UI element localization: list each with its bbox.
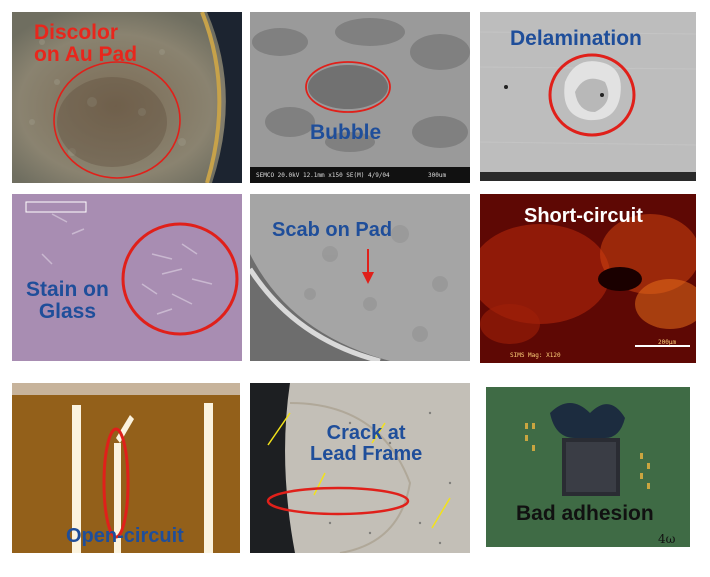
bubble-texture: [250, 12, 470, 183]
scab-label: Scab on Pad: [272, 219, 393, 241]
short-circuit-texture: [480, 194, 696, 363]
open-circuit-texture: [12, 383, 240, 553]
bubble-circle-marker: [305, 61, 391, 113]
discolor-label-line1: Discolor: [34, 21, 119, 44]
stain-label-line1: Stain on: [26, 278, 109, 301]
discolor-texture: [12, 12, 242, 183]
crack-label-line2: Lead Frame: [310, 443, 423, 465]
delamination-circle-marker: [548, 53, 636, 137]
photo-bubble: Bubble SEMCO 20.0kV 12.1mm x150 SE(M) 4/…: [250, 12, 470, 183]
photo-delamination: Delamination: [480, 12, 696, 181]
bubble-label: Bubble: [310, 121, 382, 144]
photo-discolor-au-pad: Discolor on Au Pad: [12, 12, 242, 183]
bad-adhesion-label: Bad adhesion: [516, 502, 654, 525]
crack-label-line1: Crack at: [326, 422, 406, 444]
delamination-label: Delamination: [510, 27, 642, 50]
open-circuit-ellipse-marker: [102, 427, 130, 539]
crack-texture: [250, 383, 470, 553]
photo-crack-lead-frame: Crack at Lead Frame: [250, 383, 470, 553]
stain-circle-marker: [121, 222, 239, 336]
bad-adhesion-texture: [486, 387, 690, 547]
scab-arrow-marker: [362, 272, 374, 284]
discolor-circle-marker: [53, 61, 181, 179]
discolor-label-line2: on Au Pad: [34, 43, 138, 67]
open-circuit-label: Open-circuit: [66, 525, 184, 547]
photo-stain-on-glass: Stain on Glass: [12, 194, 242, 361]
stain-texture: [12, 194, 242, 361]
photo-bad-adhesion: Bad adhesion 4ω: [480, 383, 696, 555]
bad-adhesion-handwriting: 4ω: [658, 532, 676, 546]
bubble-sem-scale: 300um: [428, 172, 447, 179]
stain-label-line2: Glass: [38, 300, 97, 324]
photo-short-circuit: Short-circuit 200µm SIMS Mag: X120: [480, 194, 696, 363]
short-circuit-scale: 200µm: [658, 339, 677, 346]
short-circuit-footer: SIMS Mag: X120: [510, 352, 561, 359]
crack-label: Crack at Lead Frame: [310, 423, 422, 465]
crack-ellipse-marker: [266, 486, 410, 516]
photo-open-circuit: Open-circuit: [12, 383, 240, 553]
scab-texture: [250, 194, 470, 361]
photo-scab-on-pad: Scab on Pad: [250, 194, 470, 361]
stain-label: Stain on Glass: [26, 278, 109, 324]
delamination-texture: [480, 12, 696, 181]
discolor-label: Discolor on Au Pad: [34, 21, 138, 67]
bubble-sem-footer: SEMCO 20.0kV 12.1mm x150 SE(M) 4/9/04: [256, 172, 390, 179]
short-circuit-label: Short-circuit: [524, 205, 643, 227]
